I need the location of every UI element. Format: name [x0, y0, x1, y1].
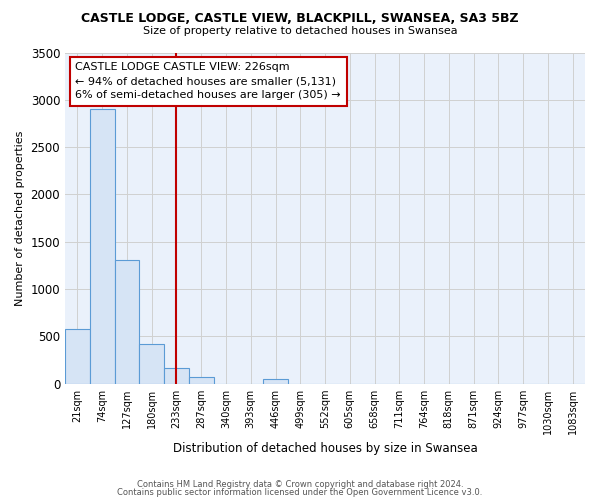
X-axis label: Distribution of detached houses by size in Swansea: Distribution of detached houses by size …	[173, 442, 478, 455]
Y-axis label: Number of detached properties: Number of detached properties	[15, 130, 25, 306]
Bar	[263, 379, 288, 384]
Bar	[164, 368, 189, 384]
Text: Contains public sector information licensed under the Open Government Licence v3: Contains public sector information licen…	[118, 488, 482, 497]
Text: CASTLE LODGE CASTLE VIEW: 226sqm
← 94% of detached houses are smaller (5,131)
6%: CASTLE LODGE CASTLE VIEW: 226sqm ← 94% o…	[76, 62, 341, 100]
Bar	[115, 260, 139, 384]
Bar	[65, 328, 90, 384]
Bar	[139, 344, 164, 384]
Bar	[90, 110, 115, 384]
Text: Size of property relative to detached houses in Swansea: Size of property relative to detached ho…	[143, 26, 457, 36]
Text: Contains HM Land Registry data © Crown copyright and database right 2024.: Contains HM Land Registry data © Crown c…	[137, 480, 463, 489]
Bar	[189, 378, 214, 384]
Text: CASTLE LODGE, CASTLE VIEW, BLACKPILL, SWANSEA, SA3 5BZ: CASTLE LODGE, CASTLE VIEW, BLACKPILL, SW…	[81, 12, 519, 26]
